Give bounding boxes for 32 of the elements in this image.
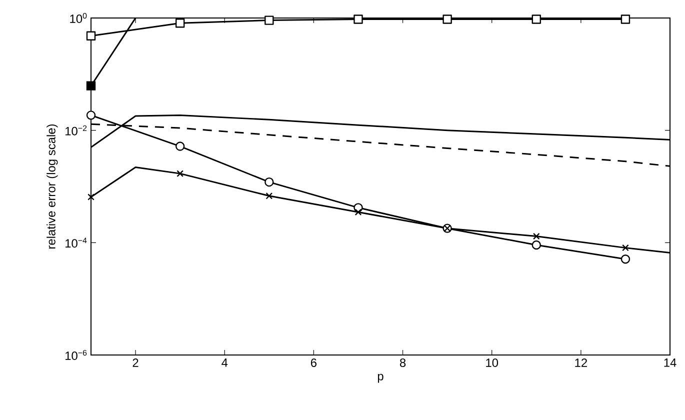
point: [442, 14, 452, 24]
point: [86, 110, 96, 120]
x-axis-title: p: [378, 374, 384, 383]
x-tick-label: 14: [664, 358, 676, 367]
point: [532, 240, 541, 250]
point: [532, 14, 541, 24]
point: [264, 177, 274, 187]
point: [264, 16, 274, 25]
point: [175, 18, 185, 28]
point: [532, 232, 540, 240]
x-tick-label: 8: [400, 358, 406, 367]
point: [266, 192, 273, 200]
y-tick-label: 10$^{0}$: [70, 12, 87, 24]
x-tick-label: 12: [575, 358, 587, 367]
y-tick-label: 10$^{−2}$: [66, 125, 87, 136]
x-tick-label: 2: [132, 358, 138, 367]
point: [176, 170, 184, 177]
point: [620, 14, 630, 24]
x-tick-label: 4: [222, 358, 228, 367]
y-tick-label: 10$^{−6}$: [66, 350, 87, 360]
point: [622, 244, 629, 252]
y-axis-title: relative error (log scale): [46, 124, 58, 248]
point: [620, 254, 630, 264]
point: [86, 31, 96, 41]
point: [88, 194, 94, 200]
x-tick-label: 10: [486, 358, 498, 367]
point: [86, 81, 96, 90]
point: [175, 142, 185, 151]
point: [354, 14, 363, 24]
x-tick-label: 6: [310, 358, 316, 367]
y-tick-label: 10$^{−4}$: [66, 238, 87, 248]
point: [354, 208, 362, 216]
